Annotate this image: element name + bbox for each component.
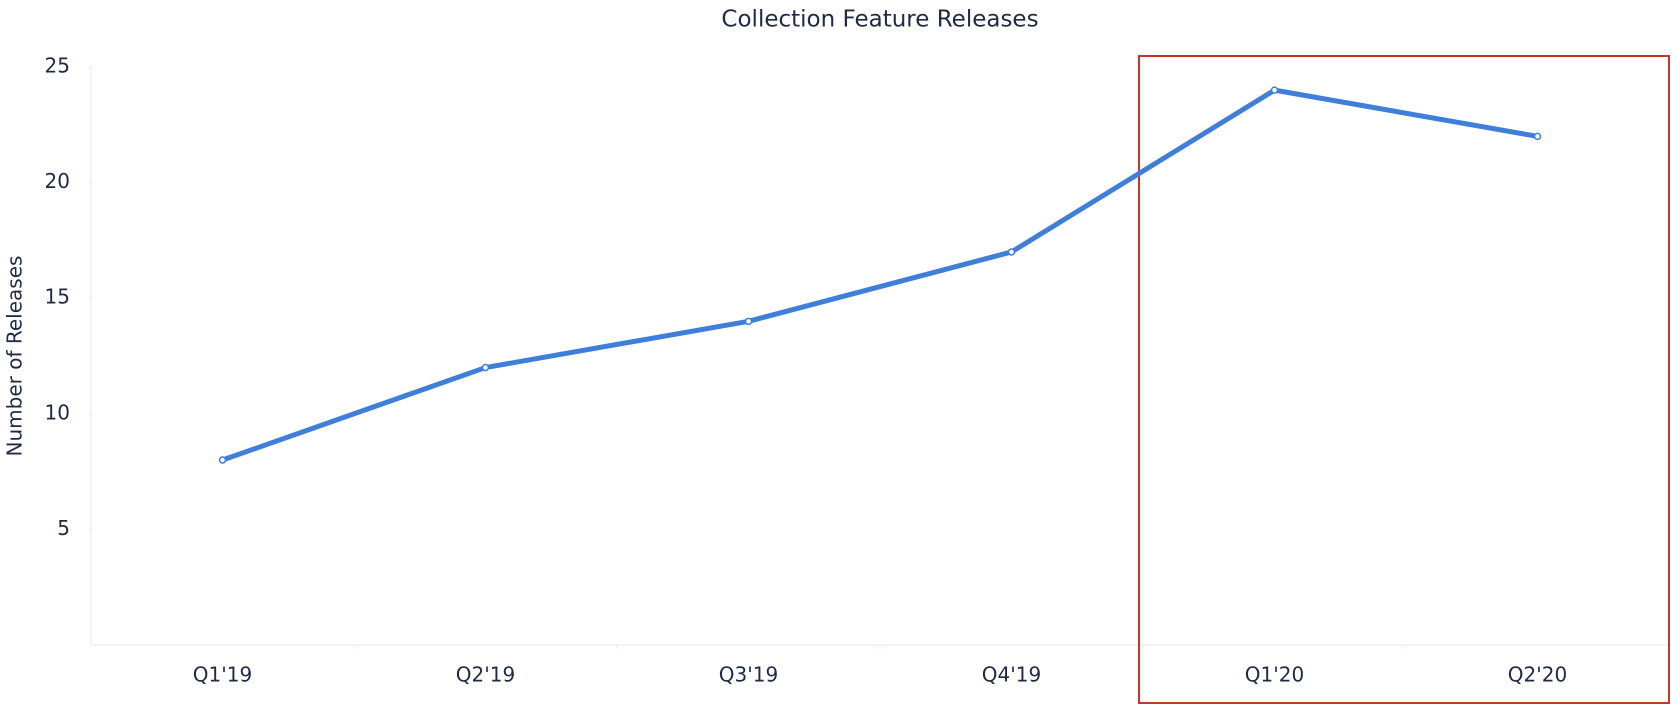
data-point <box>744 317 753 326</box>
y-axis-title: Number of Releases <box>3 256 27 457</box>
data-point <box>1007 248 1016 256</box>
y-tick-label: 25 <box>45 54 70 78</box>
x-tick-label: Q1'19 <box>193 663 252 687</box>
x-tick-label: Q3'19 <box>719 663 778 687</box>
data-point <box>1270 86 1279 94</box>
data-point <box>1533 132 1542 141</box>
highlight-box <box>1138 55 1670 704</box>
data-point <box>481 363 490 372</box>
series-line <box>220 87 1540 463</box>
y-tick-label: 5 <box>57 516 70 540</box>
y-tick-label: 15 <box>45 285 70 309</box>
x-tick-label: Q2'20 <box>1508 663 1567 687</box>
x-tick-label: Q4'19 <box>982 663 1041 687</box>
y-tick-label: 10 <box>45 400 70 424</box>
data-point <box>218 456 227 464</box>
x-tick-label: Q1'20 <box>1245 663 1304 687</box>
chart-title: Collection Feature Releases <box>721 7 1038 33</box>
y-tick-label: 20 <box>45 169 70 193</box>
x-tick-label: Q2'19 <box>456 663 515 687</box>
